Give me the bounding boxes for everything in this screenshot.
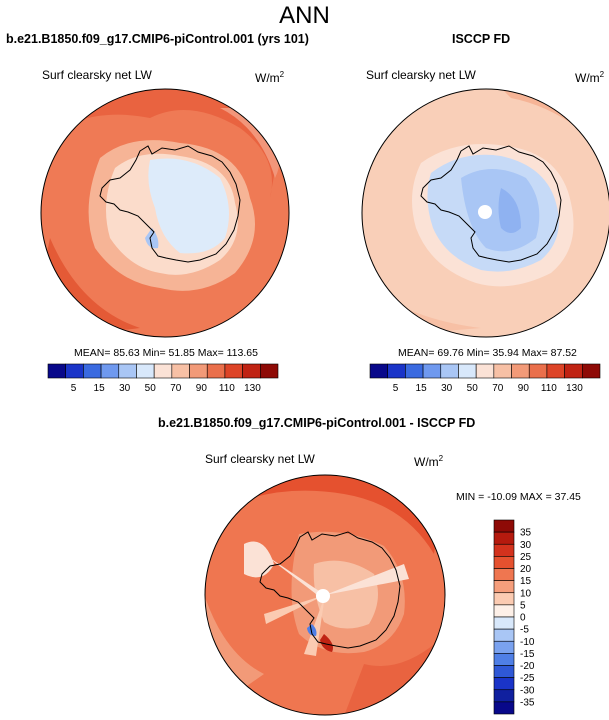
obs-colorbar-box [564,363,583,379]
obs-colorbar-box [405,363,424,379]
diff-variable-label: Surf clearsky net LW [205,452,315,466]
model-polar-map [40,88,290,338]
model-colorbar-box [260,363,279,379]
diff-colorbar-label: -20 [520,661,535,672]
obs-colorbar-label: 90 [518,383,530,394]
model-stats: MEAN= 85.63 Min= 51.85 Max= 113.65 [74,347,258,359]
diff-colorbar-label: -25 [520,673,535,684]
obs-colorbar-label: 30 [441,383,453,394]
model-colorbar-label: 15 [94,383,106,394]
diff-panel-title: b.e21.B1850.f09_g17.CMIP6-piControl.001 … [158,416,476,430]
model-colorbar-box [118,363,137,379]
diff-units-label: W/m2 [414,454,444,469]
diff-colorbar-box [493,653,515,666]
model-variable-label: Surf clearsky net LW [42,68,152,82]
diff-colorbar-box [493,701,515,715]
model-colorbar-box [153,363,173,379]
diff-colorbar-box [493,665,515,678]
obs-variable-label: Surf clearsky net LW [366,68,476,82]
model-colorbar-label: 110 [219,383,235,394]
diff-colorbar-label: -5 [520,625,529,636]
diff-colorbar-label: 15 [520,576,532,587]
obs-colorbar-label: 15 [416,383,428,394]
diff-colorbar-box [493,580,515,594]
obs-colorbar-box [369,363,388,379]
obs-colorbar-box [546,363,565,379]
obs-panel-title: ISCCP FD [452,32,511,46]
model-colorbar: 5 15 30 50 70 90 110 130 [47,363,279,394]
diff-colorbar-label: -10 [520,637,535,648]
diff-colorbar-box [493,531,515,545]
obs-polar-map [361,88,609,338]
model-colorbar-label: 50 [145,383,157,394]
diff-polar-map [204,474,446,716]
model-colorbar-box [65,363,84,379]
diff-colorbar-box [493,568,515,581]
model-colorbar-box [100,363,120,379]
model-colorbar-box [242,363,261,379]
diff-colorbar-box [493,519,515,533]
diff-colorbar-box [493,556,515,569]
model-units-label: W/m2 [255,70,285,85]
model-colorbar-box [224,363,243,379]
obs-stats: MEAN= 69.76 Min= 35.94 Max= 87.52 [398,347,577,359]
diff-colorbar-box [493,604,515,618]
obs-colorbar-label: 5 [393,383,399,394]
diff-colorbar-label: 25 [520,552,532,563]
diff-colorbar-label: 5 [520,600,526,611]
diff-colorbar-label: -15 [520,649,535,660]
model-colorbar-box [136,363,155,379]
diff-colorbar-label: 0 [520,613,526,624]
diff-colorbar-box [493,677,515,691]
obs-colorbar-label: 50 [467,383,479,394]
obs-colorbar-box [458,363,477,379]
model-colorbar-label: 90 [196,383,208,394]
model-colorbar-label: 5 [71,383,77,394]
diff-colorbar-box [493,689,515,703]
diff-colorbar-box [493,543,515,557]
obs-colorbar-box [387,363,406,379]
diff-colorbar-box [493,640,515,654]
obs-colorbar-label: 70 [492,383,504,394]
obs-colorbar-label: 110 [541,383,557,394]
diff-colorbar-label: 20 [520,564,532,575]
obs-units-label: W/m2 [575,70,605,85]
model-colorbar-box [189,363,208,379]
obs-colorbar-box [422,363,442,379]
obs-colorbar-box [475,363,495,379]
model-colorbar-label: 30 [119,383,131,394]
obs-colorbar-label: 130 [566,383,583,394]
model-colorbar-label: 130 [244,383,261,394]
diff-colorbar-box [493,628,515,642]
model-panel-title: b.e21.B1850.f09_g17.CMIP6-piControl.001 … [6,32,309,46]
obs-colorbar-box [511,363,530,379]
model-colorbar-label: 70 [170,383,182,394]
model-colorbar-box [83,363,102,379]
diff-colorbar-label: 35 [520,528,532,539]
diff-stats: MIN = -10.09 MAX = 37.45 [456,491,581,503]
figure-title: ANN [279,2,330,29]
obs-colorbar-box [440,363,459,379]
diff-colorbar-label: 10 [520,588,532,599]
diff-colorbar-box [493,592,515,606]
model-colorbar-box [206,363,226,379]
obs-colorbar-box [582,363,601,379]
model-colorbar-box [171,363,190,379]
diff-colorbar-label: -30 [520,685,535,696]
obs-colorbar-box [493,363,512,379]
diff-colorbar-label: 30 [520,540,532,551]
model-colorbar-box [47,363,66,379]
obs-colorbar: 5 15 30 50 70 90 110 130 [369,363,601,394]
diff-colorbar-label: -35 [520,697,535,708]
obs-colorbar-box [528,363,548,379]
diff-colorbar-box [493,616,515,630]
